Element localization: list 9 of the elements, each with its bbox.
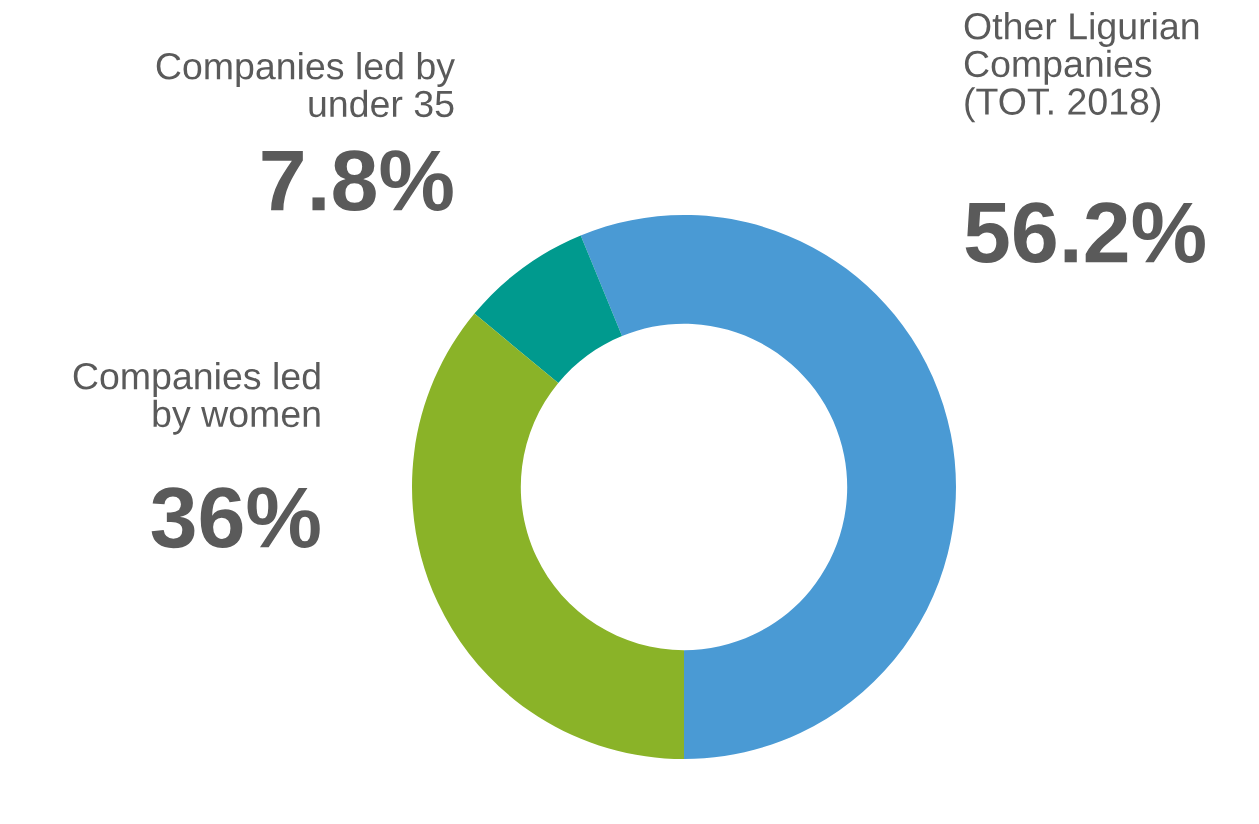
data-label: 56.2% bbox=[965, 202, 1205, 264]
donut-slice bbox=[580, 215, 956, 759]
donut-slice bbox=[474, 235, 623, 383]
slice-label: Companies led by under 35 bbox=[156, 52, 455, 118]
data-label: 36% bbox=[151, 487, 320, 549]
slice-label: Companies led by women bbox=[73, 362, 320, 435]
donut-slice bbox=[412, 313, 684, 759]
slice-label: Other Ligurian Companies (TOT. 2018) bbox=[964, 12, 1199, 123]
data-label: 7.8% bbox=[262, 150, 453, 212]
